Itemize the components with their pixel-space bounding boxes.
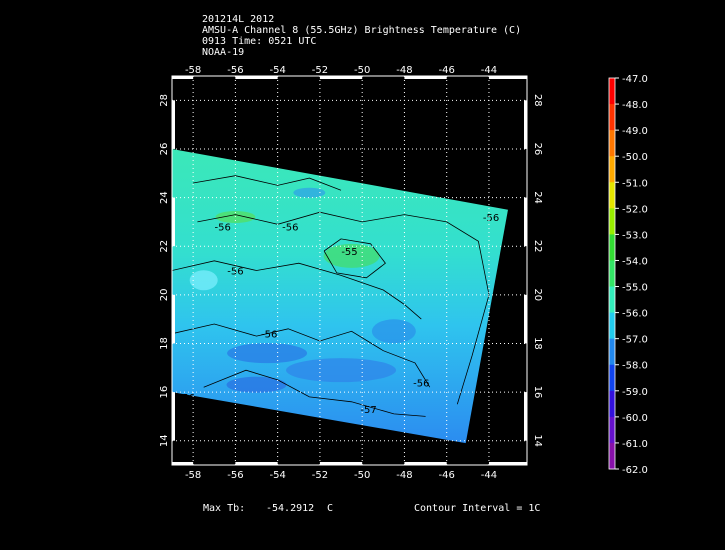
chart-title-line-4: NOAA-19: [202, 47, 245, 58]
max-tb-unit: C: [327, 503, 334, 514]
chart-title-line-1: 201214L 2012: [202, 14, 275, 25]
texture-blob: [226, 376, 287, 393]
texture-blob: [371, 319, 416, 344]
y-tick-label-right: 16: [532, 386, 543, 399]
colorbar-segment: [609, 104, 615, 131]
swath-area: [172, 148, 508, 444]
colorbar-frame: [608, 77, 616, 470]
contour-label: -56: [179, 393, 195, 404]
x-tick-label-top: -52: [312, 65, 328, 76]
colorbar-label: -59.0: [622, 387, 648, 398]
colorbar-label: -48.0: [622, 100, 648, 111]
y-tick-label-left: 24: [159, 191, 170, 204]
x-tick-label-bottom: -46: [439, 470, 455, 481]
x-tick-label-top: -54: [269, 65, 285, 76]
colorbar-label: -53.0: [622, 230, 648, 241]
y-tick-label-left: 28: [159, 94, 170, 107]
y-tick-label-right: 26: [532, 143, 543, 156]
colorbar-segment: [609, 182, 615, 209]
contour-label: -55: [341, 247, 357, 258]
x-tick-label-bottom: -44: [481, 470, 497, 481]
contour-label: -56: [261, 330, 277, 341]
colorbar-segment: [609, 364, 615, 392]
y-tick-label-right: 20: [532, 288, 543, 301]
texture-blob: [293, 187, 326, 198]
y-tick-label-right: 24: [532, 191, 543, 204]
x-tick-label-top: -56: [227, 65, 243, 76]
colorbar-segment: [609, 390, 615, 418]
colorbar-segment: [609, 130, 615, 157]
y-tick-label-right: 14: [532, 434, 543, 447]
contour-line: [197, 211, 490, 405]
colorbar-label: -57.0: [622, 335, 648, 346]
colorbar-label: -54.0: [622, 256, 648, 267]
colorbar-label: -49.0: [622, 126, 648, 137]
x-tick-label-top: -44: [481, 65, 497, 76]
x-tick-label-top: -58: [185, 65, 201, 76]
x-tick-label-bottom: -48: [396, 470, 412, 481]
x-tick-label-bottom: -52: [312, 470, 328, 481]
swath-texture: [172, 175, 490, 417]
y-tick-label-left: 26: [159, 143, 170, 156]
colorbar-segment: [609, 156, 615, 183]
y-tick-label-left: 14: [159, 434, 170, 447]
contour-line: [203, 369, 426, 417]
y-tick-label-left: 16: [159, 386, 170, 399]
colorbar-segment: [609, 416, 615, 444]
colorbar-segment: [609, 442, 615, 470]
chart-title-line-2: AMSU-A Channel 8 (55.5GHz) Brightness Te…: [202, 25, 522, 36]
colorbar-label: -58.0: [622, 361, 648, 372]
contour-label: -56: [282, 223, 298, 234]
chart-title-line-3: 0913 Time: 0521 UTC: [202, 36, 317, 47]
y-tick-label-left: 18: [159, 337, 170, 350]
colorbar-segment: [609, 260, 615, 288]
colorbar-segment: [609, 338, 615, 366]
colorbar-label: -52.0: [622, 204, 648, 215]
max-tb-value: -54.2912: [266, 503, 315, 514]
contour-label: -56: [413, 378, 429, 389]
colorbar-label: -50.0: [622, 152, 648, 163]
y-tick-label-right: 28: [532, 94, 543, 107]
colorbar-segment: [609, 312, 615, 340]
colorbar-label: -61.0: [622, 439, 648, 450]
contour-line: [323, 238, 386, 279]
colorbar-label: -55.0: [622, 283, 648, 294]
colorbar-label: -60.0: [622, 413, 648, 424]
x-tick-label-top: -50: [354, 65, 370, 76]
y-tick-label-left: 20: [159, 288, 170, 301]
colorbar-segment: [609, 208, 615, 235]
contour-label: -57: [360, 405, 376, 416]
texture-blob: [189, 270, 218, 291]
texture-blob: [227, 343, 308, 364]
colorbar-label: -56.0: [622, 309, 648, 320]
x-tick-label-bottom: -54: [269, 470, 285, 481]
texture-blob: [215, 211, 256, 224]
contour-line: [193, 175, 342, 191]
contour-label: -56: [215, 223, 231, 234]
y-tick-label-right: 18: [532, 337, 543, 350]
x-tick-label-top: -48: [396, 65, 412, 76]
contour-label: -56: [483, 213, 499, 224]
colorbar-segment: [609, 78, 615, 105]
x-tick-label-bottom: -58: [185, 470, 201, 481]
texture-blob: [323, 243, 380, 268]
x-tick-label-bottom: -50: [354, 470, 370, 481]
y-tick-label-right: 22: [532, 240, 543, 253]
x-tick-label-top: -46: [439, 65, 455, 76]
y-tick-label-left: 22: [159, 240, 170, 253]
colorbar-label: -47.0: [622, 74, 648, 85]
colorbar-label: -62.0: [622, 465, 648, 476]
colorbar-label: -51.0: [622, 178, 648, 189]
texture-blob: [286, 358, 397, 383]
contour-interval-label: Contour Interval = 1C: [414, 503, 541, 514]
colorbar-segment: [609, 234, 615, 261]
colorbar-segment: [609, 286, 615, 314]
x-tick-label-bottom: -56: [227, 470, 243, 481]
contour-line: [172, 260, 422, 320]
max-tb-label: Max Tb:: [203, 503, 246, 514]
